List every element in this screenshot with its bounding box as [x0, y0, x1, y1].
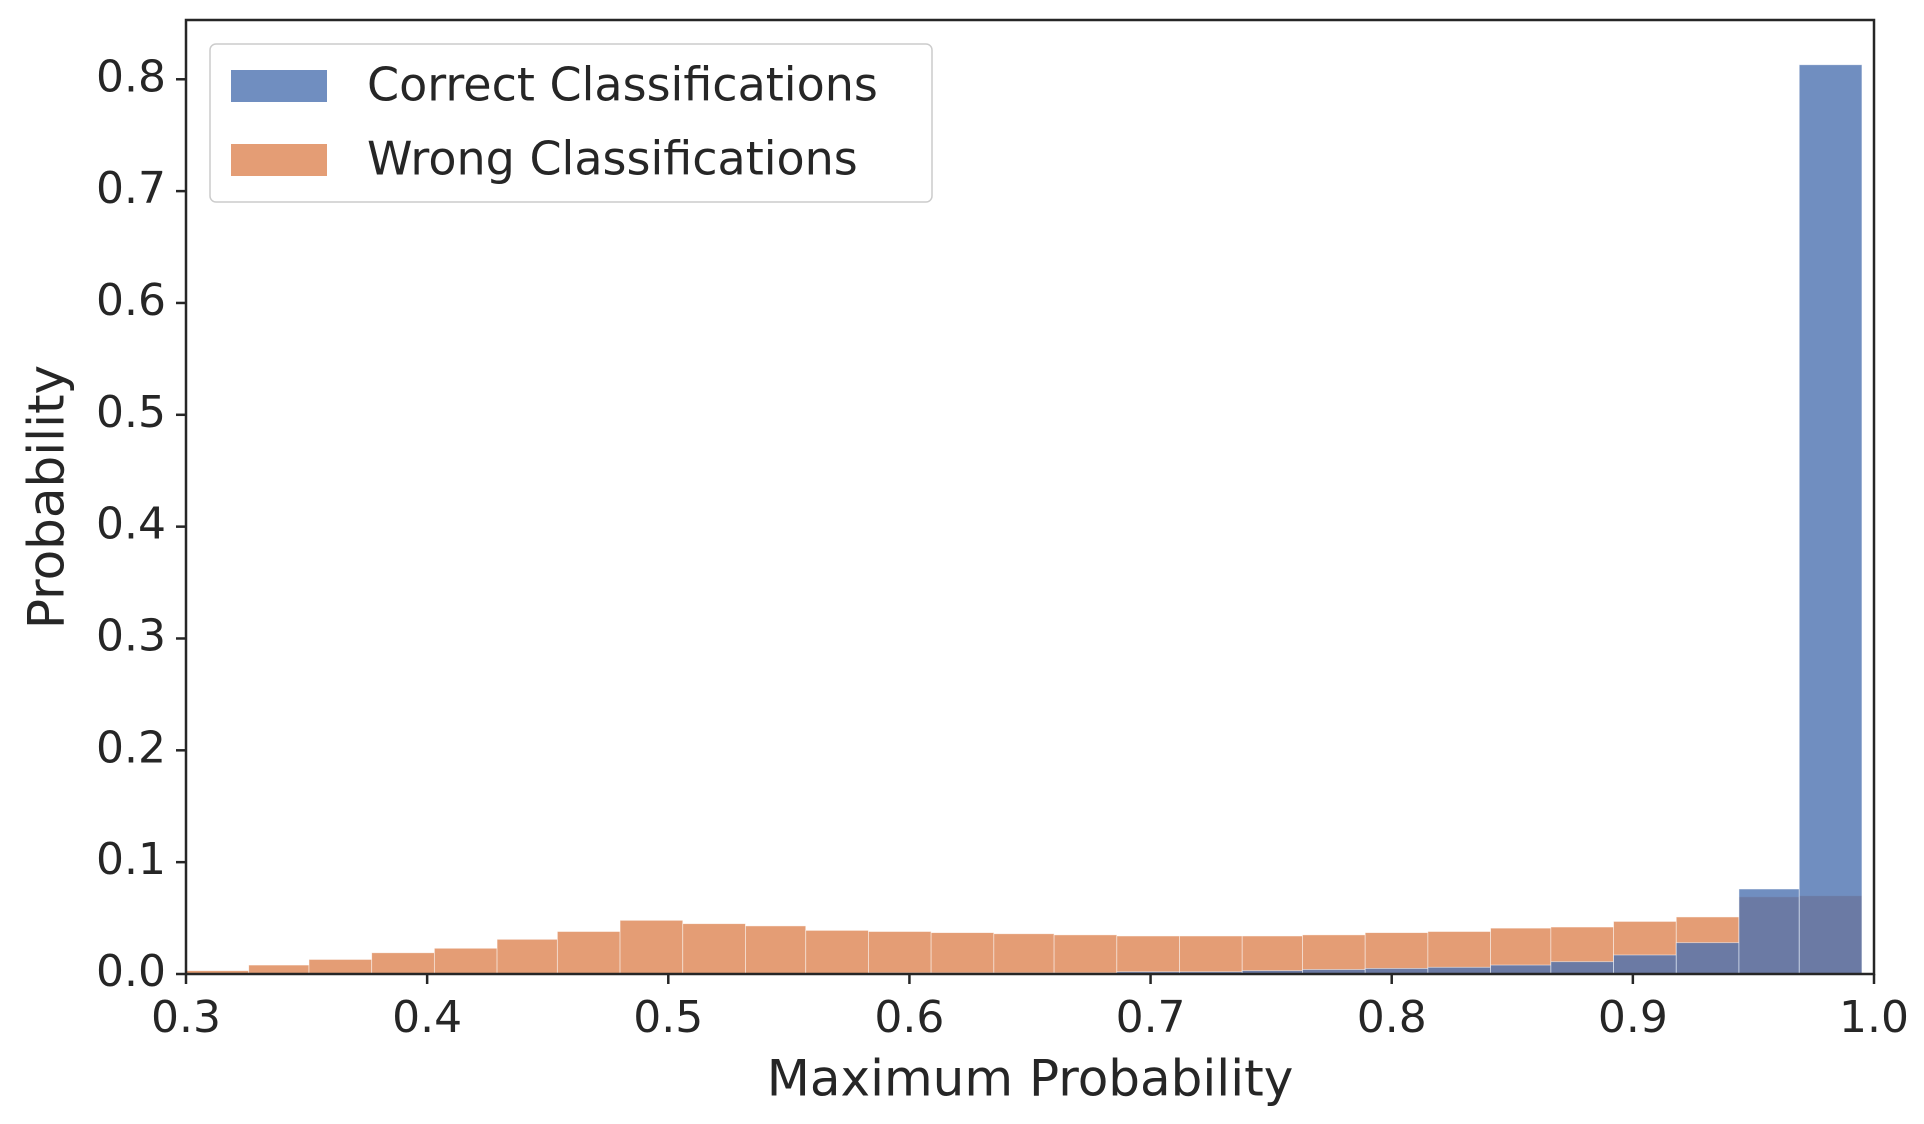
x-tick-label: 0.7 — [1116, 992, 1186, 1043]
bar — [308, 959, 373, 975]
x-axis-label: Maximum Probability — [767, 1050, 1294, 1108]
legend-box — [209, 43, 933, 203]
y-axis-label: Probability — [18, 365, 76, 629]
y-tick-label: 0.2 — [96, 722, 166, 773]
bar — [745, 925, 807, 975]
bar — [1116, 935, 1180, 975]
legend-swatch — [231, 144, 327, 176]
bar — [1053, 934, 1118, 975]
legend-swatch — [231, 70, 327, 102]
bar — [248, 964, 310, 975]
y-tick-label: 0.6 — [96, 275, 166, 326]
bar — [682, 923, 746, 975]
bar — [1302, 934, 1366, 975]
bar — [371, 952, 435, 975]
y-tick-label: 0.1 — [96, 834, 166, 885]
bar — [805, 929, 869, 975]
x-tick-label: 0.6 — [874, 992, 944, 1043]
bar — [1738, 888, 1800, 975]
x-tick-label: 0.8 — [1357, 992, 1427, 1043]
y-tick-label: 0.4 — [96, 499, 166, 550]
y-tick-label: 0.0 — [96, 946, 166, 997]
y-tick-label: 0.3 — [96, 610, 166, 661]
x-tick-label: 0.5 — [633, 992, 703, 1043]
bar — [1241, 935, 1303, 975]
bar — [868, 931, 932, 975]
bar — [556, 931, 621, 975]
bar — [619, 919, 684, 975]
y-tick-label: 0.5 — [96, 387, 166, 438]
plot-frame — [184, 18, 1876, 976]
x-tick-label: 1.0 — [1839, 992, 1909, 1043]
y-tick-label: 0.8 — [96, 51, 166, 102]
bar — [1675, 942, 1740, 975]
bar — [1550, 961, 1614, 975]
x-tick-label: 0.3 — [151, 992, 221, 1043]
bar — [1364, 932, 1429, 975]
y-tick-label: 0.7 — [96, 163, 166, 214]
bar — [1179, 935, 1243, 975]
bar — [1490, 964, 1552, 975]
bar — [1613, 954, 1677, 975]
legend-label: Wrong Classifications — [367, 132, 858, 186]
bar — [433, 947, 498, 975]
legend-label: Correct Classifications — [367, 58, 878, 112]
bar — [1798, 64, 1863, 975]
x-tick-label: 0.4 — [392, 992, 462, 1043]
bar — [496, 938, 558, 975]
x-tick-label: 0.9 — [1598, 992, 1668, 1043]
bar — [930, 932, 995, 975]
bar — [993, 933, 1055, 975]
